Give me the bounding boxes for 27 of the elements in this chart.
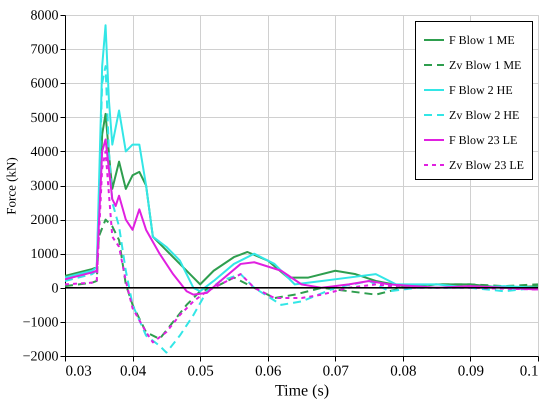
y-tick-label: 8000 [30,8,58,24]
y-tick-label: 4000 [30,144,58,160]
legend-label: F Blow 2 HE [449,83,513,97]
x-tick-label: 0.06 [255,364,282,380]
legend-label: Zv Blow 23 LE [449,158,524,172]
y-tick-label: −2000 [22,350,58,364]
x-tick-label: 0.1 [520,364,538,380]
x-tick-label: 0.03 [66,364,92,380]
x-tick-label: 0.07 [322,364,350,380]
legend-label: Zv Blow 1 ME [449,58,522,72]
y-tick-label: 6000 [30,76,58,92]
x-axis-title: Time (s) [274,382,330,400]
y-tick-label: 2000 [30,213,58,228]
x-tick-label: 0.08 [390,364,416,380]
x-tick-label: 0.09 [458,364,484,380]
y-tick-label: 3000 [30,179,58,194]
x-tick-label: 0.05 [188,364,214,380]
y-axis-title: Force (kN) [4,157,19,215]
legend-label: F Blow 1 ME [449,33,515,47]
legend-label: F Blow 23 LE [449,133,518,147]
x-tick-label: 0.04 [120,364,147,380]
y-tick-label: 1000 [30,247,58,262]
y-tick-label: 5000 [30,110,58,126]
legend-label: Zv Blow 2 HE [449,108,520,122]
y-tick-label: −1000 [22,315,58,330]
y-tick-label: 0 [52,281,58,296]
y-tick-label: 7000 [30,42,58,58]
